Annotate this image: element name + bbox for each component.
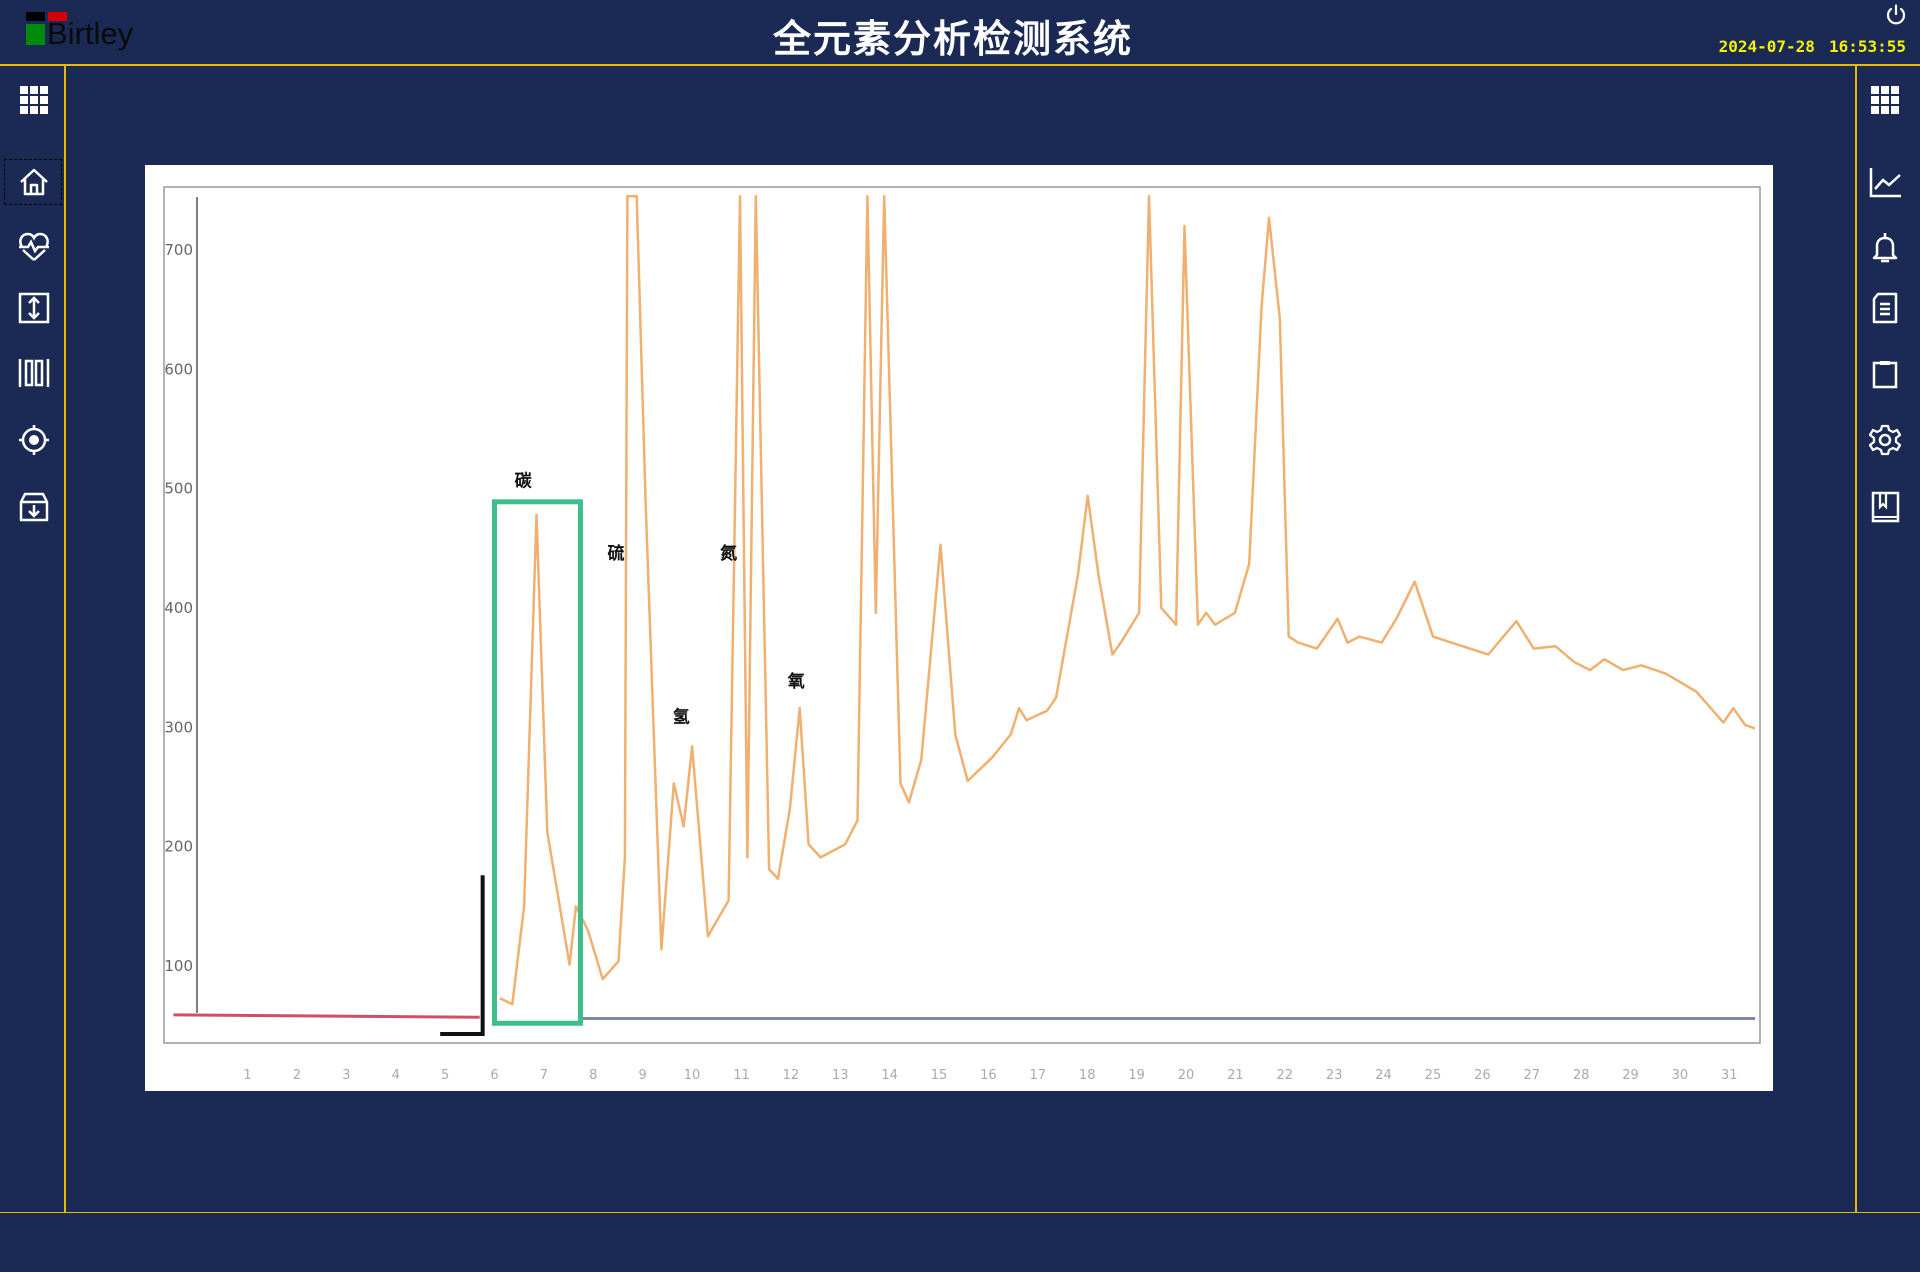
element-label: 氢: [673, 707, 690, 728]
x-tick-label: 13: [832, 1068, 849, 1083]
x-tick-label: 30: [1672, 1068, 1689, 1083]
y-tick-label: 600: [164, 360, 193, 378]
y-tick-label: 500: [164, 480, 193, 498]
x-tick-label: 18: [1079, 1068, 1096, 1083]
clipboard-icon[interactable]: [1868, 356, 1902, 390]
x-tick-label: 4: [392, 1068, 400, 1083]
x-tick-label: 25: [1425, 1068, 1442, 1083]
x-tick-label: 15: [931, 1068, 948, 1083]
signal-line: [499, 195, 1756, 1006]
element-label: 碳: [515, 470, 533, 491]
grid-menu-icon[interactable]: [17, 83, 51, 117]
grid-menu-icon[interactable]: [1868, 83, 1902, 117]
document-icon[interactable]: [1868, 291, 1902, 325]
x-tick-label: 28: [1573, 1068, 1590, 1083]
x-tick-label: 21: [1227, 1068, 1244, 1083]
y-tick-label: 700: [164, 241, 193, 259]
x-tick-label: 29: [1622, 1068, 1639, 1083]
time-text: 16:53:55: [1828, 37, 1906, 56]
x-tick-label: 24: [1375, 1068, 1392, 1083]
x-tick-label: 27: [1523, 1068, 1540, 1083]
footer-divider: [0, 1212, 1920, 1213]
x-tick-label: 9: [639, 1068, 647, 1083]
y-tick-label: 300: [164, 718, 193, 736]
vertical-arrows-icon[interactable]: [17, 291, 51, 325]
x-tick-label: 16: [980, 1068, 997, 1083]
x-tick-label: 5: [441, 1068, 449, 1083]
x-tick-label: 2: [293, 1068, 301, 1083]
element-label: 氮: [720, 543, 737, 564]
x-tick-label: 19: [1128, 1068, 1145, 1083]
barcode-icon[interactable]: [17, 356, 51, 390]
x-tick-label: 20: [1178, 1068, 1195, 1083]
target-icon[interactable]: [17, 423, 51, 457]
gear-icon[interactable]: [1868, 423, 1902, 457]
x-tick-label: 14: [881, 1068, 898, 1083]
date-text: 2024-07-28: [1718, 37, 1815, 56]
plot-frame: [163, 186, 1761, 1044]
left-sidebar-divider: [64, 64, 66, 1212]
element-label: 氧: [787, 671, 805, 692]
right-sidebar-divider: [1855, 64, 1857, 1212]
x-tick-label: 12: [783, 1068, 800, 1083]
x-tick-label: 8: [589, 1068, 597, 1083]
heart-pulse-icon[interactable]: [17, 230, 51, 264]
baseline-pre-line: [173, 1013, 480, 1019]
x-tick-label: 10: [684, 1068, 701, 1083]
x-tick-label: 6: [490, 1068, 498, 1083]
element-label: 硫: [608, 543, 625, 564]
home-icon[interactable]: [17, 165, 51, 199]
x-tick-label: 31: [1721, 1068, 1738, 1083]
x-tick-label: 22: [1277, 1068, 1294, 1083]
y-tick-label: 200: [164, 838, 193, 856]
carbon-highlight-box: [491, 499, 583, 1026]
line-chart-icon[interactable]: [1868, 165, 1902, 199]
x-tick-label: 17: [1030, 1068, 1047, 1083]
x-tick-label: 26: [1474, 1068, 1491, 1083]
datetime-display: 2024-07-28 16:53:55: [1719, 37, 1906, 56]
x-tick-label: 11: [733, 1068, 750, 1083]
x-tick-label: 23: [1326, 1068, 1343, 1083]
power-icon[interactable]: [1885, 4, 1907, 26]
chromatogram-chart-panel: 100 200 300 400 500 600 700 1 2 3 4 5 6 7 8 9 10 11 12 13 14…: [145, 165, 1773, 1091]
book-icon[interactable]: [1868, 490, 1902, 524]
page-title: 全元素分析检测系统: [772, 17, 1133, 61]
y-tick-label: 100: [164, 957, 193, 975]
header-bar: Birtley 全元素分析检测系统 2024-07-28 16:53:55: [0, 0, 1920, 66]
x-tick-label: 7: [540, 1068, 548, 1083]
logo-text: Birtley: [47, 16, 134, 51]
selected-item-outline: [4, 159, 62, 205]
x-tick-label: 1: [243, 1068, 251, 1083]
birtley-logo: Birtley: [26, 10, 156, 54]
x-tick-label: 3: [342, 1068, 350, 1083]
y-tick-label: 400: [164, 599, 193, 617]
archive-download-icon[interactable]: [17, 490, 51, 524]
integration-marker: [440, 875, 485, 1037]
bell-icon[interactable]: [1868, 230, 1902, 264]
